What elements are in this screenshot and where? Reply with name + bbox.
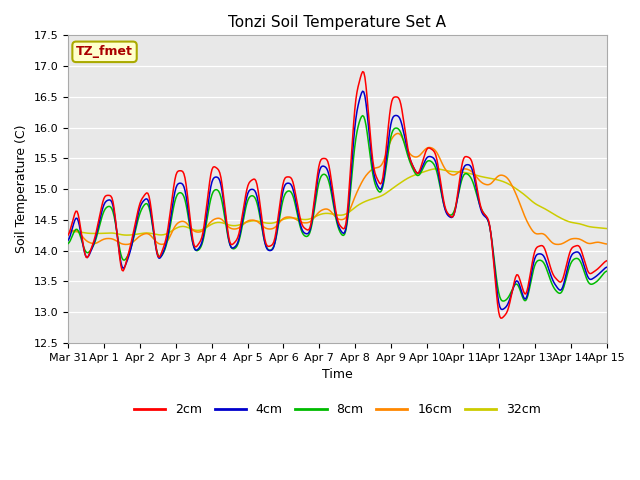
Y-axis label: Soil Temperature (C): Soil Temperature (C) xyxy=(15,125,28,253)
Text: TZ_fmet: TZ_fmet xyxy=(76,45,133,59)
X-axis label: Time: Time xyxy=(322,368,353,381)
Legend: 2cm, 4cm, 8cm, 16cm, 32cm: 2cm, 4cm, 8cm, 16cm, 32cm xyxy=(129,398,546,421)
Title: Tonzi Soil Temperature Set A: Tonzi Soil Temperature Set A xyxy=(228,15,446,30)
